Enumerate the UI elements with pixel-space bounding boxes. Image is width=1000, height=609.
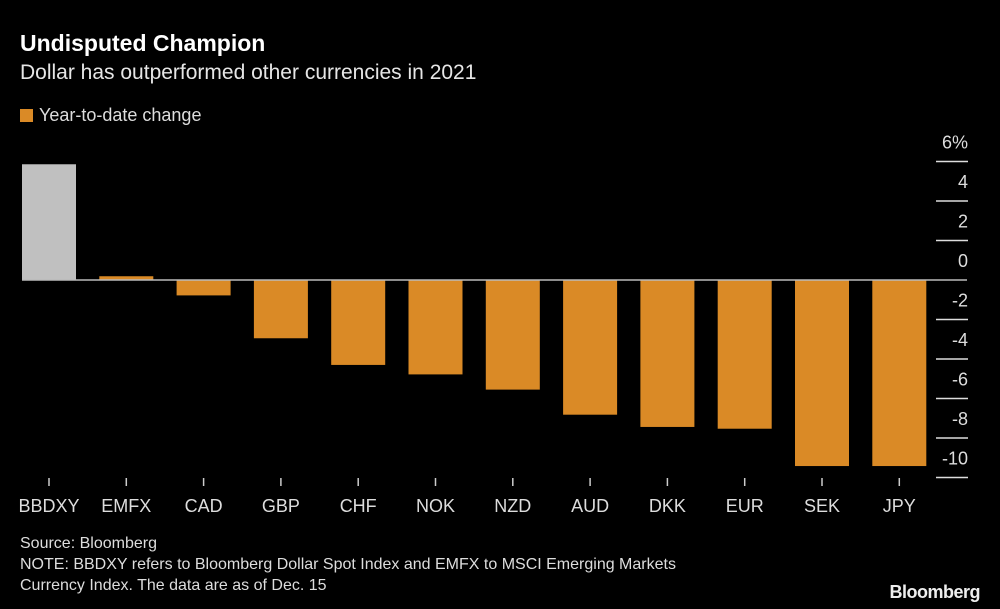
note-text-line1: NOTE: BBDXY refers to Bloomberg Dollar S… bbox=[20, 556, 676, 573]
y-tick-label: 2 bbox=[958, 212, 968, 232]
x-tick-label: AUD bbox=[571, 496, 609, 516]
x-tick-label: BBDXY bbox=[18, 496, 79, 516]
x-tick-label: GBP bbox=[262, 496, 300, 516]
bar-bbdxy bbox=[22, 164, 76, 280]
x-tick-label: NZD bbox=[494, 496, 531, 516]
y-tick-label: 4 bbox=[958, 172, 968, 192]
x-tick-label: DKK bbox=[649, 496, 686, 516]
chart-title: Undisputed Champion bbox=[20, 30, 266, 56]
chart-subtitle: Dollar has outperformed other currencies… bbox=[20, 61, 477, 84]
bar-nok bbox=[408, 280, 463, 375]
footer: Source: Bloomberg NOTE: BBDXY refers to … bbox=[20, 533, 676, 596]
y-tick-label: 6% bbox=[942, 133, 968, 153]
x-tick-label: NOK bbox=[416, 496, 455, 516]
bar-aud bbox=[563, 280, 618, 415]
bar-chf bbox=[331, 280, 386, 365]
x-tick-label: JPY bbox=[883, 496, 916, 516]
legend-swatch bbox=[20, 109, 33, 122]
x-tick-label: CHF bbox=[340, 496, 377, 516]
note-text-line2: Currency Index. The data are as of Dec. … bbox=[20, 577, 327, 594]
x-tick-label: SEK bbox=[804, 496, 840, 516]
bar-eur bbox=[717, 280, 772, 429]
y-tick-label: -4 bbox=[952, 330, 968, 350]
y-tick-label: -2 bbox=[952, 291, 968, 311]
bar-nzd bbox=[485, 280, 540, 390]
source-text: Source: Bloomberg bbox=[20, 535, 157, 552]
bar-jpy bbox=[872, 280, 927, 467]
legend: Year-to-date change bbox=[20, 105, 201, 126]
y-tick-label: -6 bbox=[952, 370, 968, 390]
x-tick-label: CAD bbox=[185, 496, 223, 516]
bloomberg-logo: Bloomberg bbox=[889, 582, 980, 602]
legend-label: Year-to-date change bbox=[39, 105, 202, 125]
y-tick-label: -8 bbox=[952, 409, 968, 429]
bar-gbp bbox=[253, 280, 308, 339]
bar-emfx bbox=[99, 276, 154, 280]
bar-dkk bbox=[640, 280, 695, 427]
bar-sek bbox=[795, 280, 849, 467]
y-tick-label: 0 bbox=[958, 251, 968, 271]
bar-cad bbox=[176, 280, 231, 296]
x-tick-label: EUR bbox=[726, 496, 764, 516]
x-tick-label: EMFX bbox=[101, 496, 151, 516]
y-tick-label: -10 bbox=[942, 449, 968, 469]
